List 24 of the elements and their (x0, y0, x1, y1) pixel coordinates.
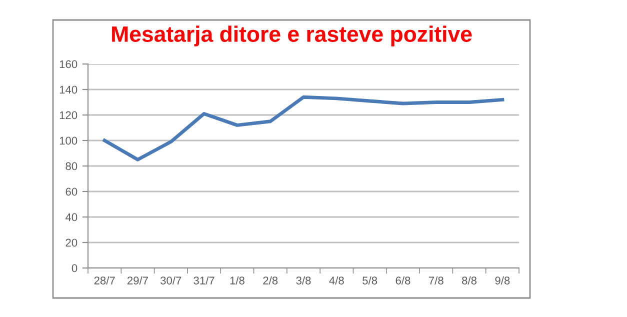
chart-title: Mesatarja ditore e rasteve pozitive (112, 26, 472, 46)
x-tick-label: 3/8 (296, 276, 311, 284)
y-tick-label: 80 (66, 162, 78, 170)
x-tick-label: 31/7 (194, 276, 214, 284)
y-tick-label: 160 (60, 60, 78, 68)
line-series (102, 95, 504, 162)
y-tick-label: 60 (66, 188, 78, 196)
x-tick-label: 7/8 (428, 276, 444, 284)
x-tick-label: 9/8 (495, 276, 510, 284)
x-tick-label: 8/8 (462, 276, 477, 284)
y-tick-label: 20 (66, 238, 78, 247)
x-tick-label: 6/8 (396, 276, 410, 284)
x-tick-label: 2/8 (263, 276, 278, 284)
x-tick-label: 4/8 (329, 276, 344, 284)
x-tick-label: 29/7 (127, 276, 148, 284)
y-tick-label: 120 (60, 111, 78, 120)
y-tick-label: 40 (65, 213, 78, 222)
y-tick-label: 140 (60, 86, 78, 94)
x-tick-label: 30/7 (160, 276, 182, 284)
y-tick-label: 0 (72, 264, 78, 272)
x-tick-label: 5/8 (362, 276, 378, 284)
x-tick-label: 28/7 (94, 276, 115, 284)
y-tick-label: 100 (60, 136, 78, 145)
x-tick-label: 1/8 (230, 276, 244, 284)
